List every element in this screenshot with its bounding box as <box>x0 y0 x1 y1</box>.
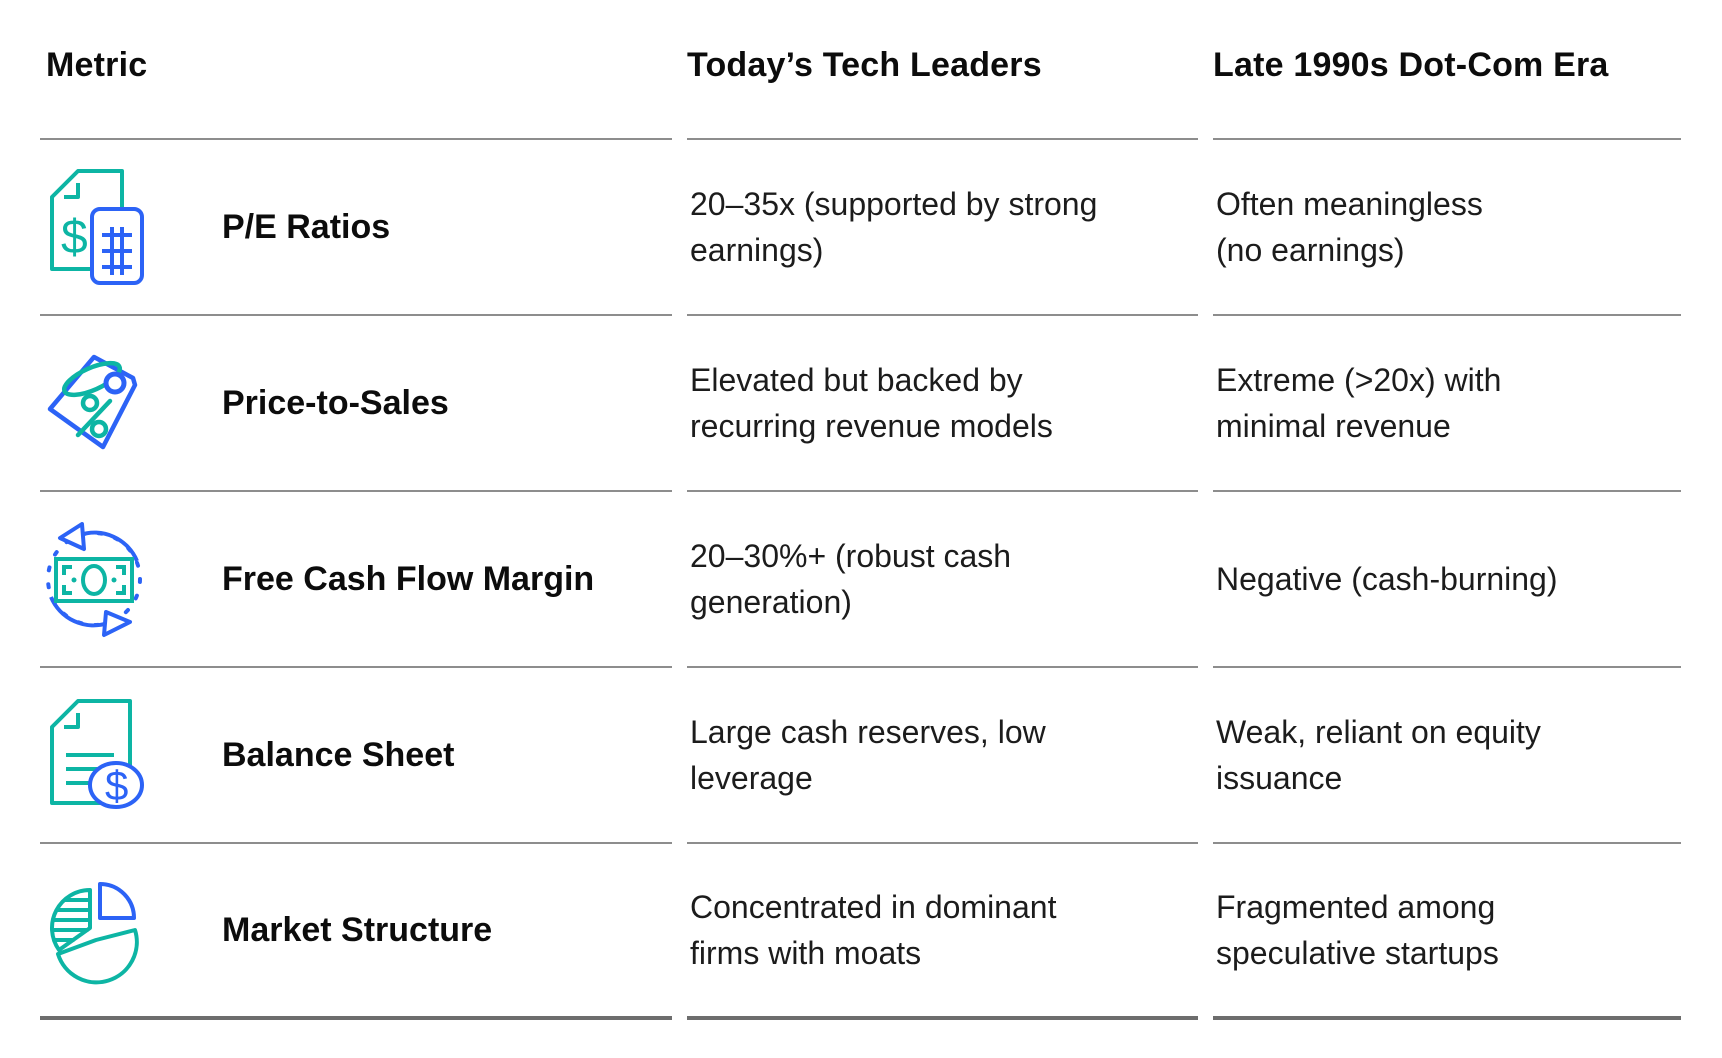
table-row-market-structure-metric: Market Structure <box>40 844 672 1020</box>
cell-line: recurring revenue models <box>690 408 1053 444</box>
cell-line: Fragmented among <box>1216 889 1496 925</box>
cell-line: Large cash reserves, low <box>690 714 1046 750</box>
cell-line: earnings) <box>690 232 824 268</box>
table-cell-balance-sheet-dotcom: Weak, reliant on equity issuance <box>1213 668 1681 844</box>
document-calculator-icon: $ <box>42 165 146 289</box>
svg-text:$: $ <box>61 211 88 264</box>
metric-label: Free Cash Flow Margin <box>222 559 595 598</box>
cash-cycle-icon <box>42 517 146 641</box>
metric-label: Price-to-Sales <box>222 383 449 422</box>
cell-line: Extreme (>20x) with <box>1216 362 1502 398</box>
cell-line: Concentrated in dominant <box>690 889 1057 925</box>
table-row-pe-ratios-metric: $ P/E Ratios <box>40 140 672 316</box>
metric-label: P/E Ratios <box>222 207 391 246</box>
cell-line: 20–35x (supported by strong <box>690 186 1098 222</box>
table-cell-price-to-sales-dotcom: Extreme (>20x) with minimal revenue <box>1213 316 1681 492</box>
column-header-dotcom-era: Late 1990s Dot-Com Era <box>1213 0 1681 140</box>
cell-line: minimal revenue <box>1216 408 1451 444</box>
metric-label: Balance Sheet <box>222 735 455 774</box>
table-cell-pe-ratios-dotcom: Often meaningless (no earnings) <box>1213 140 1681 316</box>
table-row-price-to-sales-metric: Price-to-Sales <box>40 316 672 492</box>
table-cell-pe-ratios-today: 20–35x (supported by strong earnings) <box>687 140 1198 316</box>
cell-line: issuance <box>1216 760 1343 796</box>
table-cell-fcf-margin-dotcom: Negative (cash-burning) <box>1213 492 1681 668</box>
cell-line: Often meaningless <box>1216 186 1483 222</box>
table-row-fcf-margin-metric: Free Cash Flow Margin <box>40 492 672 668</box>
cell-line: (no earnings) <box>1216 232 1405 268</box>
cell-line: Negative (cash-burning) <box>1216 561 1558 597</box>
cell-line: firms with moats <box>690 935 922 971</box>
table-cell-balance-sheet-today: Large cash reserves, low leverage <box>687 668 1198 844</box>
price-tag-percent-icon <box>42 341 146 465</box>
cell-line: leverage <box>690 760 813 796</box>
pie-chart-icon <box>42 868 146 992</box>
column-header-metric: Metric <box>40 0 672 140</box>
cell-line: speculative startups <box>1216 935 1499 971</box>
cell-line: Weak, reliant on equity <box>1216 714 1541 750</box>
metric-label: Market Structure <box>222 910 493 949</box>
table-cell-market-structure-today: Concentrated in dominant firms with moat… <box>687 844 1198 1020</box>
table-cell-price-to-sales-today: Elevated but backed by recurring revenue… <box>687 316 1198 492</box>
comparison-table: Metric Today’s Tech Leaders Late 1990s D… <box>40 0 1681 1020</box>
document-dollar-icon: $ <box>42 693 146 817</box>
cell-line: generation) <box>690 584 852 620</box>
cell-line: Elevated but backed by <box>690 362 1023 398</box>
cell-line: 20–30%+ (robust cash <box>690 538 1012 574</box>
svg-text:$: $ <box>105 762 128 809</box>
column-header-today-tech-leaders: Today’s Tech Leaders <box>687 0 1198 140</box>
table-cell-market-structure-dotcom: Fragmented among speculative startups <box>1213 844 1681 1020</box>
table-cell-fcf-margin-today: 20–30%+ (robust cash generation) <box>687 492 1198 668</box>
table-row-balance-sheet-metric: $ Balance Sheet <box>40 668 672 844</box>
